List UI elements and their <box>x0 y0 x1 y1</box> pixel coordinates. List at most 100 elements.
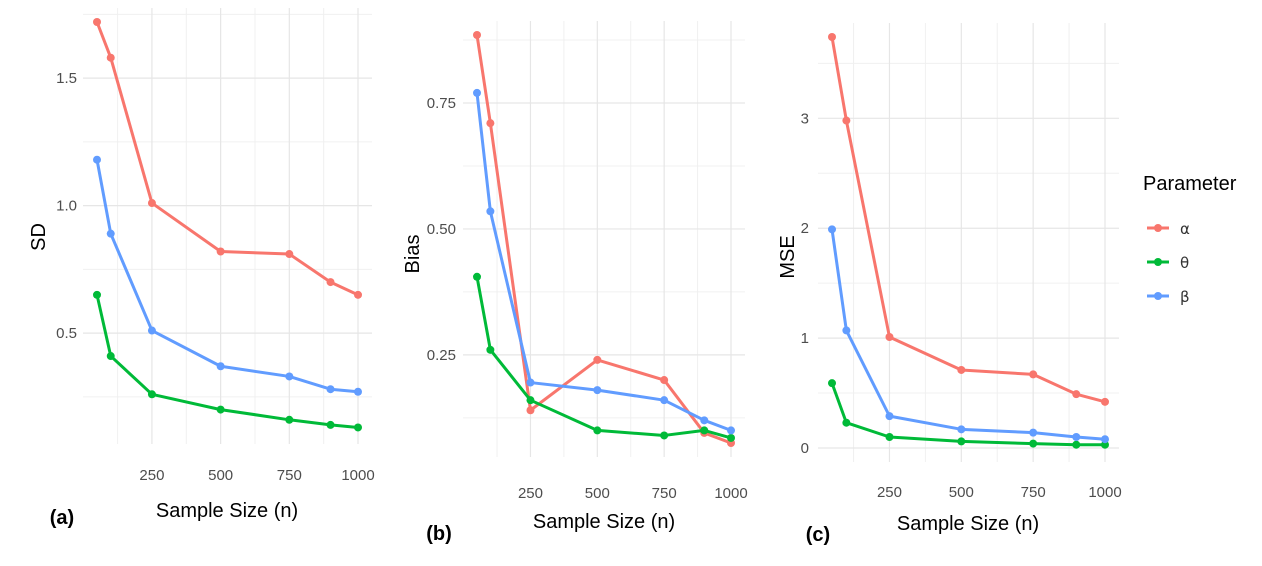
data-point-beta <box>147 326 156 335</box>
data-point-alpha <box>593 355 602 364</box>
data-point-theta <box>727 433 735 442</box>
data-point-beta <box>93 155 101 164</box>
data-point-alpha <box>285 250 294 259</box>
y-tick-label: 2 <box>801 220 809 237</box>
data-point-alpha <box>1101 397 1109 406</box>
y-tick-label: 0.50 <box>427 221 456 238</box>
x-tick-label: 250 <box>139 467 164 484</box>
data-point-theta <box>106 352 115 361</box>
data-point-beta <box>885 412 894 421</box>
y-axis-title: Bias <box>402 235 424 274</box>
y-tick-label: 1.0 <box>56 198 77 215</box>
data-point-beta <box>727 426 735 435</box>
panel-label: (b) <box>426 523 452 545</box>
y-axis-title: SD <box>28 223 50 251</box>
legend-label-beta: β <box>1180 288 1190 306</box>
panel-label: (c) <box>806 524 830 546</box>
data-point-beta <box>473 88 481 97</box>
data-point-alpha <box>1072 390 1081 399</box>
x-tick-label: 750 <box>1021 484 1046 501</box>
data-point-beta <box>526 378 535 387</box>
x-tick-label: 250 <box>518 485 543 502</box>
y-tick-label: 1 <box>801 330 809 347</box>
data-point-beta <box>842 326 851 335</box>
data-point-theta <box>828 379 836 388</box>
data-point-alpha <box>842 116 851 125</box>
legend-title: Parameter <box>1143 173 1237 195</box>
x-tick-label: 250 <box>877 484 902 501</box>
y-tick-label: 0.75 <box>427 95 456 112</box>
data-point-theta <box>326 420 335 429</box>
data-point-alpha <box>526 406 535 415</box>
x-axis-title: Sample Size (n) <box>156 500 298 522</box>
data-point-theta <box>593 426 602 435</box>
data-point-beta <box>285 372 294 381</box>
data-point-alpha <box>486 119 495 128</box>
data-point-beta <box>326 385 335 394</box>
data-point-beta <box>486 207 495 216</box>
data-point-alpha <box>106 53 115 62</box>
chart-panel-3: 250 500 750 1000 0 1 2 3 Sample Size (n) MSE (c) <box>777 23 1122 546</box>
data-point-theta <box>842 418 851 427</box>
x-tick-label: 500 <box>208 467 233 484</box>
data-point-theta <box>700 426 709 435</box>
data-point-beta <box>354 387 362 396</box>
x-tick-label: 500 <box>585 485 610 502</box>
chart-panel-2: 250 500 750 1000 0.25 0.50 0.75 Sample Size (n)… <box>402 21 748 545</box>
y-tick-label: 3 <box>801 110 809 127</box>
y-tick-label: 0.25 <box>427 347 456 364</box>
legend-item-beta: β <box>1147 288 1190 306</box>
data-point-theta <box>216 405 225 414</box>
data-point-beta <box>593 386 602 395</box>
data-point-alpha <box>828 33 836 41</box>
panel-label: (a) <box>50 507 74 529</box>
data-point-theta <box>285 415 294 424</box>
data-point-theta <box>957 437 966 446</box>
x-tick-label: 1000 <box>714 485 747 502</box>
data-point-theta <box>486 345 495 354</box>
x-tick-label: 1000 <box>1088 484 1121 501</box>
data-point-alpha <box>354 290 362 299</box>
x-tick-label: 500 <box>949 484 974 501</box>
data-point-theta <box>473 272 481 281</box>
data-point-alpha <box>216 247 225 256</box>
data-point-beta <box>1072 433 1081 442</box>
data-point-theta <box>660 431 669 440</box>
data-point-beta <box>957 425 966 434</box>
series-line-alpha <box>830 35 1107 404</box>
legend-label-theta: θ <box>1180 254 1189 272</box>
data-point-alpha <box>473 31 481 39</box>
chart-panel-1: 250 500 750 1000 0.5 1.0 1.5 Sample Size (n) SD (… <box>28 8 375 529</box>
data-point-theta <box>885 433 894 442</box>
data-point-theta <box>1029 439 1038 448</box>
y-tick-label: 0.5 <box>56 325 77 342</box>
legend-swatch-theta-point <box>1154 258 1162 266</box>
data-point-alpha <box>1029 370 1038 379</box>
x-tick-label: 1000 <box>341 467 374 484</box>
x-axis-title: Sample Size (n) <box>533 511 675 533</box>
data-point-alpha <box>326 278 335 287</box>
chart-panels: 250 500 750 1000 0.5 1.0 1.5 Sample Size (n) SD (… <box>28 8 1122 546</box>
data-point-beta <box>106 229 115 238</box>
legend: Parameter α θ β <box>1143 173 1237 306</box>
data-point-theta <box>526 396 535 405</box>
data-point-alpha <box>147 199 156 208</box>
data-point-theta <box>1072 440 1081 449</box>
x-axis-title: Sample Size (n) <box>897 513 1039 535</box>
series-line-alpha <box>95 20 360 297</box>
x-tick-label: 750 <box>277 467 302 484</box>
y-tick-label: 0 <box>801 440 809 457</box>
data-point-beta <box>828 225 836 234</box>
y-tick-label: 1.5 <box>56 70 77 87</box>
x-tick-label: 750 <box>652 485 677 502</box>
data-point-beta <box>216 362 225 371</box>
legend-swatch-alpha-point <box>1154 224 1162 232</box>
legend-item-alpha: α <box>1147 220 1190 238</box>
data-point-alpha <box>660 376 669 385</box>
data-point-theta <box>147 390 156 399</box>
legend-item-theta: θ <box>1147 254 1189 272</box>
data-point-beta <box>660 396 669 405</box>
data-point-theta <box>1101 440 1109 449</box>
data-point-alpha <box>93 18 101 26</box>
